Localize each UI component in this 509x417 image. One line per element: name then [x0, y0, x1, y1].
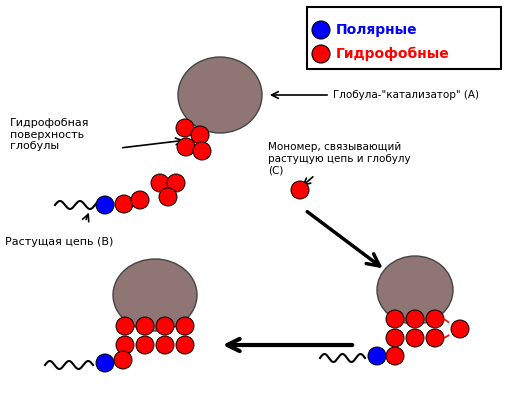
Text: Полярные: Полярные	[335, 23, 417, 37]
Circle shape	[96, 354, 114, 372]
Circle shape	[312, 21, 329, 39]
Circle shape	[156, 317, 174, 335]
Circle shape	[177, 138, 194, 156]
Circle shape	[115, 195, 133, 213]
Circle shape	[405, 329, 423, 347]
Circle shape	[450, 320, 468, 338]
Text: Гидрофобные: Гидрофобные	[335, 47, 449, 61]
Circle shape	[425, 310, 443, 328]
Ellipse shape	[113, 259, 196, 331]
Circle shape	[312, 45, 329, 63]
Text: Растущая цепь (В): Растущая цепь (В)	[5, 237, 113, 247]
Circle shape	[96, 196, 114, 214]
Circle shape	[385, 347, 403, 365]
Circle shape	[385, 329, 403, 347]
Circle shape	[151, 174, 168, 192]
Circle shape	[291, 181, 308, 199]
Text: Гидрофобная
поверхность
глобулы: Гидрофобная поверхность глобулы	[10, 118, 89, 151]
Ellipse shape	[376, 256, 452, 324]
Circle shape	[131, 191, 149, 209]
Circle shape	[159, 188, 177, 206]
Text: Мономер, связывающий
растущую цепь и глобулу
(С): Мономер, связывающий растущую цепь и гло…	[267, 142, 410, 175]
Circle shape	[136, 336, 154, 354]
Circle shape	[192, 142, 211, 160]
Circle shape	[367, 347, 385, 365]
Circle shape	[405, 310, 423, 328]
Ellipse shape	[178, 57, 262, 133]
Circle shape	[425, 329, 443, 347]
Circle shape	[156, 336, 174, 354]
Circle shape	[176, 317, 193, 335]
Circle shape	[176, 336, 193, 354]
Circle shape	[116, 336, 134, 354]
Circle shape	[136, 317, 154, 335]
Circle shape	[385, 310, 403, 328]
Circle shape	[166, 174, 185, 192]
Circle shape	[114, 351, 132, 369]
FancyBboxPatch shape	[306, 7, 500, 69]
Circle shape	[116, 317, 134, 335]
Circle shape	[191, 126, 209, 144]
Text: Глобула-"катализатор" (А): Глобула-"катализатор" (А)	[332, 90, 478, 100]
Circle shape	[176, 119, 193, 137]
